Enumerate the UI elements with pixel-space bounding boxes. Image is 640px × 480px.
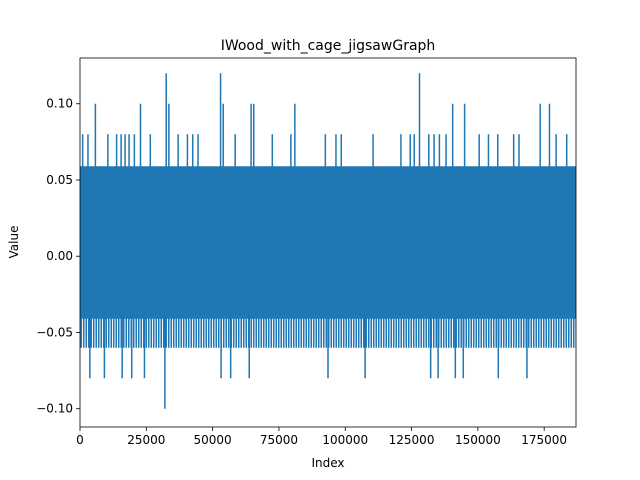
y-tick-label: −0.05: [36, 325, 73, 339]
y-tick-label: −0.10: [36, 402, 73, 416]
x-tick-label: 25000: [127, 433, 165, 447]
x-tick-label: 125000: [389, 433, 435, 447]
y-tick-label: 0.10: [46, 97, 73, 111]
x-tick-label: 100000: [322, 433, 368, 447]
x-tick-label: 0: [76, 433, 84, 447]
axes: 0 25000 50000 75000 100000 125000 150000 175000…: [36, 57, 577, 447]
y-tick-label: 0.00: [46, 249, 73, 263]
x-axis-title: Index: [311, 456, 344, 470]
y-tick-label: 0.05: [46, 173, 73, 187]
x-tick-label: 175000: [521, 433, 567, 447]
y-axis-title: Value: [7, 226, 21, 259]
x-tick-label: 75000: [260, 433, 298, 447]
axes-frame: [79, 57, 577, 428]
x-tick-label: 150000: [455, 433, 501, 447]
chart-title: IWood_with_cage_jigsawGraph: [221, 38, 436, 54]
series-line: [80, 73, 576, 409]
plot-area: [80, 73, 576, 409]
x-tick-label: 50000: [194, 433, 232, 447]
